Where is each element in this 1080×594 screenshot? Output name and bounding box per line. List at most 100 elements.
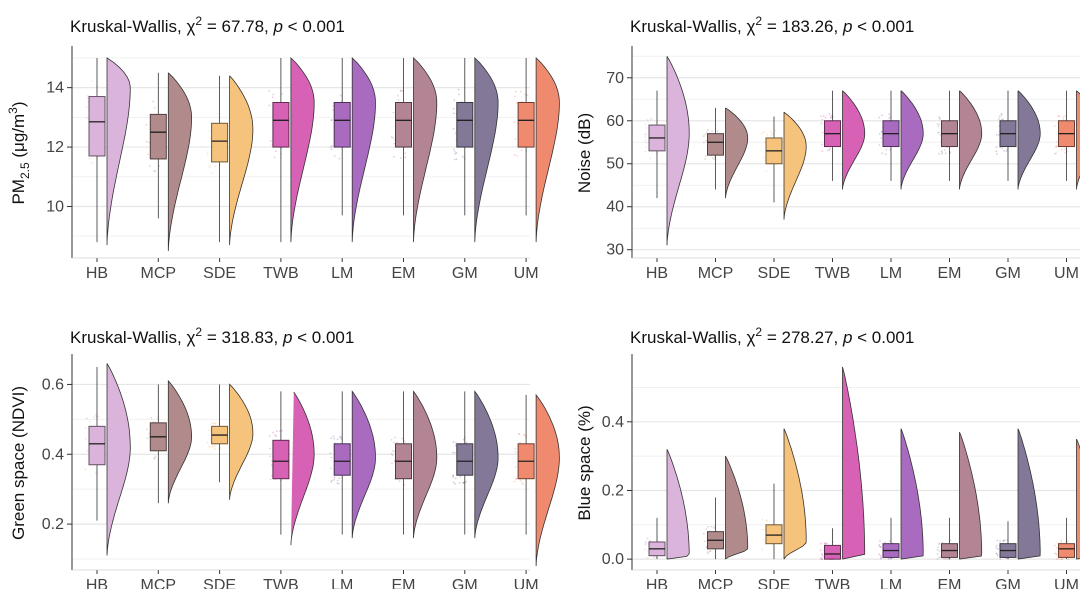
- jitter-point: [330, 437, 332, 439]
- jitter-point: [997, 555, 999, 557]
- jitter-point: [1067, 540, 1069, 542]
- jitter-point: [333, 479, 335, 481]
- x-tick-label-SDE: SDE: [203, 265, 236, 282]
- jitter-point: [281, 93, 283, 95]
- jitter-point: [391, 439, 393, 441]
- jitter-point: [938, 123, 940, 125]
- violin-HB: [107, 58, 130, 245]
- jitter-point: [516, 155, 518, 157]
- jitter-point: [270, 140, 272, 142]
- jitter-point: [514, 448, 516, 450]
- jitter-point: [456, 158, 458, 160]
- jitter-point: [521, 149, 523, 151]
- jitter-point: [1056, 554, 1058, 556]
- category-EM: EM: [937, 91, 982, 282]
- jitter-point: [644, 548, 646, 550]
- jitter-point: [826, 543, 828, 545]
- jitter-point: [649, 157, 651, 159]
- jitter-point: [397, 95, 399, 97]
- jitter-point: [207, 442, 209, 444]
- panel-title: Kruskal-Wallis, χ2 = 67.78, p < 0.001: [70, 14, 345, 36]
- x-tick-label-TWB: TWB: [263, 577, 299, 589]
- jitter-point: [332, 109, 334, 111]
- jitter-point: [331, 457, 333, 459]
- jitter-point: [996, 153, 998, 155]
- jitter-point: [997, 540, 999, 542]
- jitter-point: [821, 150, 823, 152]
- box-UM: [1059, 544, 1075, 558]
- jitter-point: [647, 557, 649, 559]
- jitter-point: [460, 476, 462, 478]
- jitter-point: [272, 432, 274, 434]
- y-axis-label: PM2.5 (μg/m3): [6, 101, 32, 204]
- jitter-point: [644, 133, 646, 135]
- jitter-point: [154, 170, 156, 172]
- jitter-point: [152, 100, 154, 102]
- jitter-point: [392, 450, 394, 452]
- jitter-point: [404, 156, 406, 158]
- jitter-point: [995, 150, 997, 152]
- jitter-point: [1064, 152, 1066, 154]
- jitter-point: [268, 90, 270, 92]
- jitter-point: [149, 165, 151, 167]
- jitter-point: [207, 154, 209, 156]
- y-tick-label: 0.2: [602, 482, 624, 499]
- jitter-point: [217, 113, 219, 115]
- category-MCP: MCP: [141, 73, 192, 282]
- jitter-point: [770, 134, 772, 136]
- jitter-point: [1060, 540, 1062, 542]
- violin-EM: [960, 91, 982, 190]
- jitter-point: [514, 481, 516, 483]
- category-LM: LM: [330, 58, 376, 282]
- jitter-point: [465, 481, 467, 483]
- jitter-point: [705, 158, 707, 160]
- y-axis-label: Blue space (%): [575, 405, 594, 520]
- jitter-point: [514, 95, 516, 97]
- violin-EM: [414, 58, 437, 242]
- jitter-point: [213, 423, 215, 425]
- jitter-point: [463, 439, 465, 441]
- panel-4: Kruskal-Wallis, χ2 = 278.27, p < 0.001Bl…: [575, 325, 1080, 589]
- violin-TWB: [291, 392, 314, 545]
- violin-MCP: [726, 108, 748, 198]
- jitter-point: [1056, 141, 1058, 143]
- jitter-point: [879, 540, 881, 542]
- jitter-point: [452, 452, 454, 454]
- jitter-point: [399, 480, 401, 482]
- jitter-point: [392, 137, 394, 139]
- category-EM: EM: [391, 58, 437, 282]
- violin-GM: [1018, 429, 1040, 559]
- jitter-point: [880, 546, 882, 548]
- category-GM: GM: [452, 58, 498, 282]
- x-tick-label-SDE: SDE: [758, 265, 791, 282]
- box-GM: [457, 444, 473, 475]
- jitter-point: [703, 142, 705, 144]
- violin-UM: [1077, 439, 1080, 559]
- jitter-point: [879, 133, 881, 135]
- jitter-point: [215, 423, 217, 425]
- jitter-point: [454, 159, 456, 161]
- jitter-point: [147, 153, 149, 155]
- x-tick-label-SDE: SDE: [203, 577, 236, 589]
- jitter-point: [937, 553, 939, 555]
- violin-MCP: [168, 73, 191, 251]
- jitter-point: [997, 548, 999, 550]
- jitter-point: [400, 89, 402, 91]
- jitter-point: [268, 105, 270, 107]
- jitter-point: [878, 144, 880, 146]
- jitter-point: [516, 102, 518, 104]
- y-tick-label: 0.4: [602, 414, 624, 431]
- jitter-point: [269, 455, 271, 457]
- jitter-point: [524, 434, 526, 436]
- jitter-point: [939, 119, 941, 121]
- box-LM: [334, 444, 350, 475]
- x-tick-label-UM: UM: [1054, 265, 1079, 282]
- x-tick-label-MCP: MCP: [141, 577, 177, 589]
- jitter-point: [453, 482, 455, 484]
- jitter-point: [881, 114, 883, 116]
- violin-SDE: [230, 384, 253, 499]
- jitter-point: [519, 442, 521, 444]
- jitter-point: [647, 549, 649, 551]
- jitter-point: [393, 442, 395, 444]
- violin-LM: [352, 58, 375, 242]
